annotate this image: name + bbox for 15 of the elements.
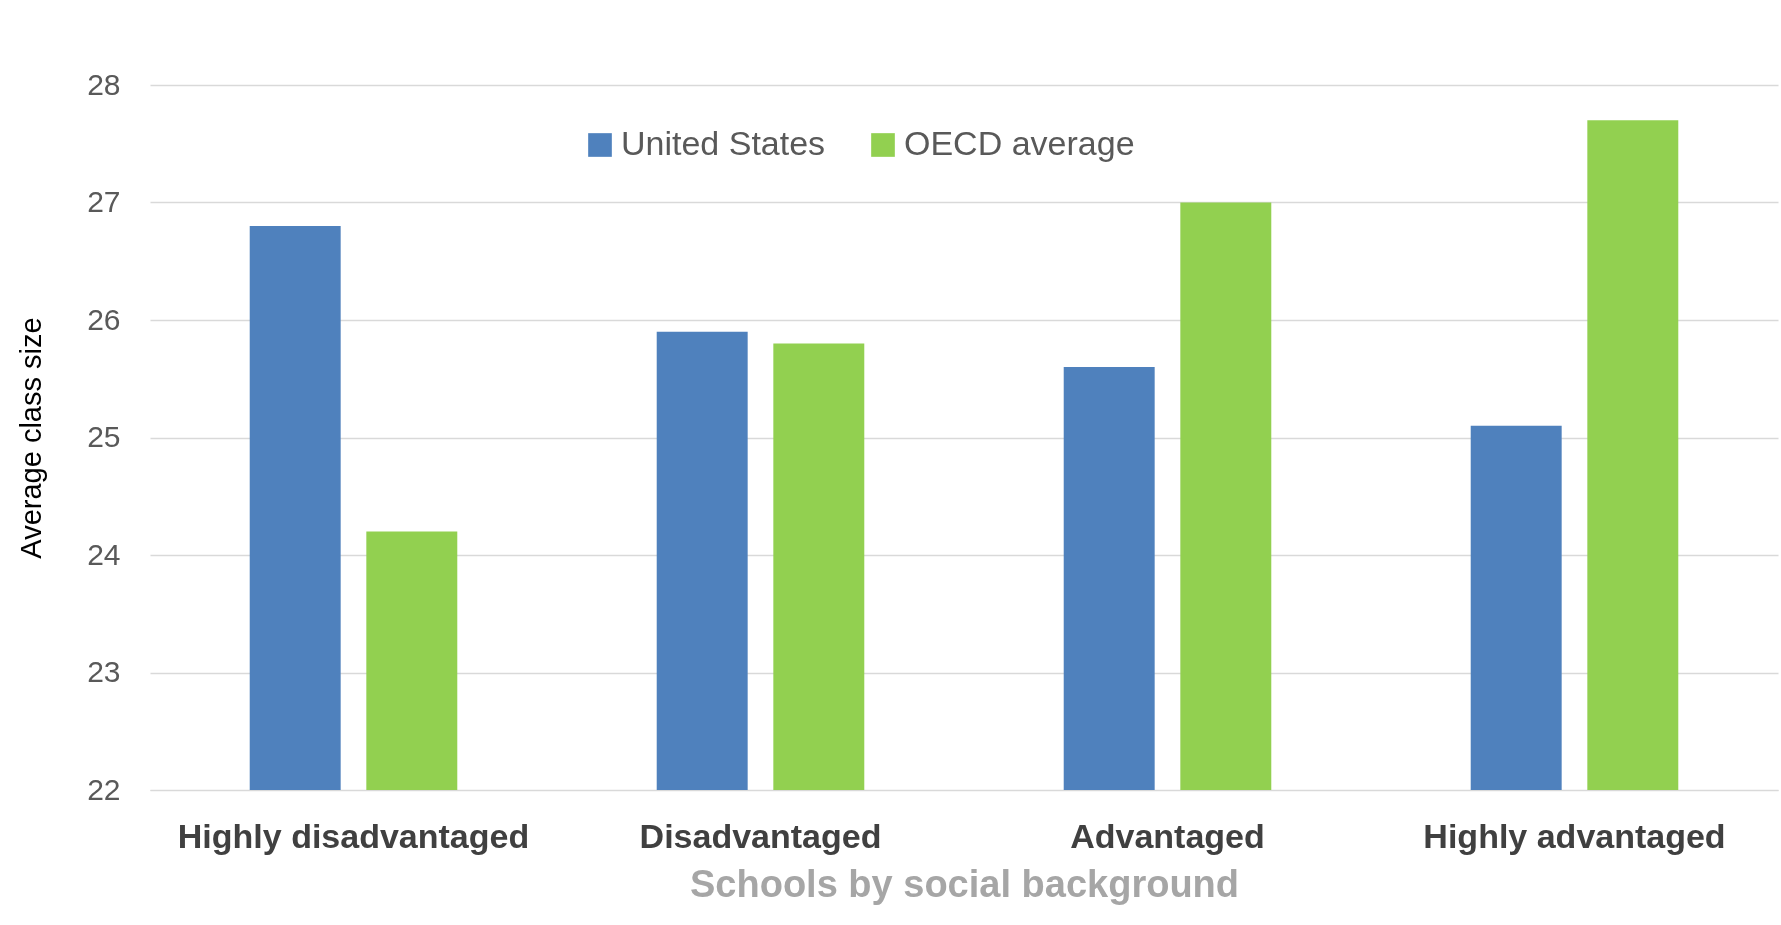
x-tick-label: Highly advantaged: [1423, 816, 1726, 855]
y-tick-label: 28: [87, 67, 121, 101]
y-tick-label: 22: [87, 772, 121, 806]
x-tick-label: Advantaged: [1070, 816, 1265, 855]
y-tick-label: 23: [87, 655, 121, 688]
y-tick-label: 27: [87, 185, 121, 218]
legend-label: United States: [621, 124, 826, 162]
y-tick-label: 24: [87, 537, 121, 571]
y-tick-label: 25: [87, 420, 121, 453]
legend-label: OECD average: [904, 124, 1135, 162]
y-tick-label: 26: [87, 302, 121, 336]
y-axis-title: Average class size: [15, 317, 48, 559]
x-axis-title: Schools by social background: [689, 862, 1240, 905]
x-tick-label: Highly disadvantaged: [177, 816, 530, 855]
x-tick-label: Disadvantaged: [639, 816, 882, 855]
